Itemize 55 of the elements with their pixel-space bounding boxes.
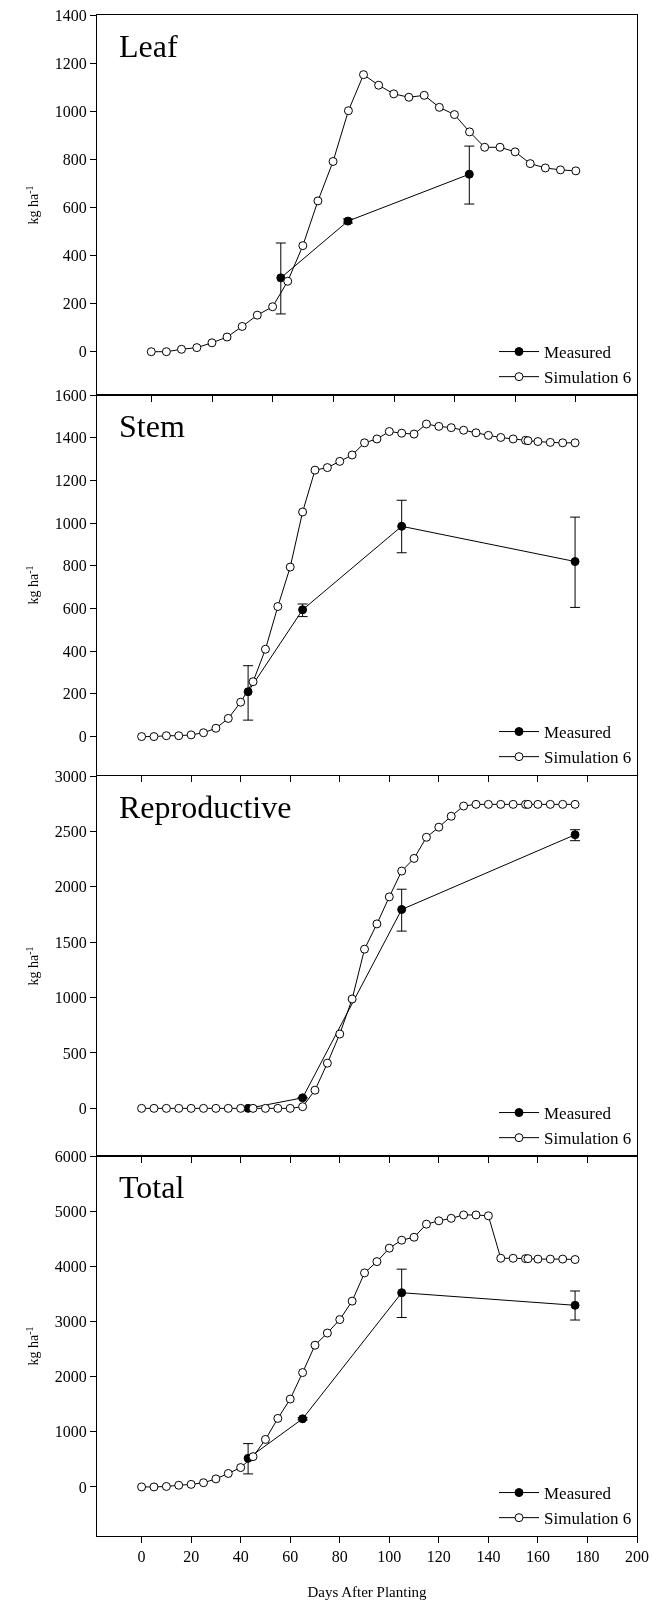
- legend-label: Simulation 6: [544, 1128, 632, 1148]
- y-tick-label: 0: [78, 343, 87, 361]
- x-axis-title: Days After Planting: [307, 1583, 428, 1600]
- y-tick-label: 1000: [54, 1423, 87, 1441]
- x-tick-label: 180: [575, 1547, 600, 1565]
- y-tick-label: 800: [62, 557, 87, 575]
- y-tick-label: 6000: [54, 1147, 87, 1165]
- x-tick-label: 200: [625, 1547, 649, 1565]
- y-tick-label: 1000: [54, 102, 87, 120]
- x-tick-label: 60: [282, 1547, 299, 1565]
- y-tick-label: 5000: [54, 1202, 87, 1220]
- y-tick-label: 0: [78, 1099, 87, 1117]
- x-tick-label: 80: [331, 1547, 348, 1565]
- legend-label: Simulation 6: [544, 1509, 632, 1529]
- chart-title: Leaf: [119, 28, 178, 64]
- x-tick-label: 20: [183, 1547, 200, 1565]
- y-tick-label: 2000: [54, 877, 87, 895]
- y-tick-label: 2500: [54, 822, 87, 840]
- x-tick-label: 160: [525, 1547, 550, 1565]
- y-tick-label: 400: [62, 247, 87, 265]
- legend-label: Measured: [544, 723, 612, 743]
- legend-label: Simulation 6: [544, 368, 632, 388]
- y-tick-label: 1600: [54, 386, 87, 404]
- x-tick-label: 0: [137, 1547, 146, 1565]
- y-tick-label: 1200: [54, 472, 87, 490]
- y-tick-label: 4000: [54, 1257, 87, 1275]
- x-tick-label: 40: [232, 1547, 249, 1565]
- y-tick-label: 1000: [54, 988, 87, 1006]
- x-tick-label: 100: [377, 1547, 402, 1565]
- chart-title: Reproductive: [119, 788, 292, 825]
- chart-title: Total: [119, 1168, 185, 1205]
- y-tick-label: 3000: [54, 767, 87, 785]
- legend-label: Simulation 6: [544, 748, 632, 768]
- y-tick-label: 600: [62, 199, 87, 217]
- chart-title: Stem: [119, 408, 185, 445]
- x-tick-label: 120: [426, 1547, 451, 1565]
- y-tick-label: 400: [62, 643, 87, 661]
- y-tick-label: 800: [62, 150, 87, 168]
- y-tick-label: 2000: [54, 1367, 87, 1385]
- legend-label: Measured: [544, 1103, 612, 1123]
- y-tick-label: 1500: [54, 933, 87, 951]
- y-tick-label: 500: [62, 1044, 87, 1062]
- y-tick-label: 1400: [54, 429, 87, 447]
- y-tick-label: 200: [62, 685, 87, 703]
- y-tick-label: 3000: [54, 1312, 87, 1330]
- y-tick-label: 0: [78, 1478, 87, 1496]
- legend-label: Measured: [544, 1483, 612, 1503]
- y-tick-label: 1000: [54, 514, 87, 532]
- x-tick-label: 140: [476, 1547, 501, 1565]
- y-tick-label: 1400: [54, 6, 87, 24]
- y-tick-label: 200: [62, 295, 87, 313]
- y-tick-label: 1200: [54, 54, 87, 72]
- y-tick-label: 600: [62, 600, 87, 618]
- y-tick-label: 0: [78, 728, 87, 746]
- legend-label: Measured: [544, 343, 612, 363]
